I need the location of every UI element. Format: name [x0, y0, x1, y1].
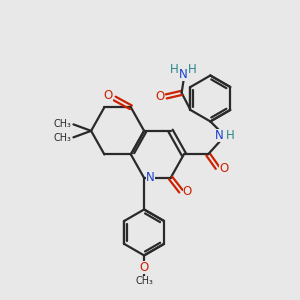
- Text: O: O: [183, 185, 192, 198]
- Text: H: H: [226, 129, 235, 142]
- Text: CH₃: CH₃: [53, 133, 71, 143]
- Text: H: H: [188, 63, 197, 76]
- Text: O: O: [155, 91, 164, 103]
- Text: N: N: [179, 68, 188, 81]
- Text: N: N: [215, 129, 224, 142]
- Text: O: O: [103, 89, 113, 102]
- Text: O: O: [219, 162, 229, 175]
- Text: O: O: [140, 261, 149, 274]
- Text: CH₃: CH₃: [53, 119, 71, 129]
- Text: H: H: [170, 63, 179, 76]
- Text: N: N: [146, 172, 155, 184]
- Text: CH₃: CH₃: [136, 276, 154, 286]
